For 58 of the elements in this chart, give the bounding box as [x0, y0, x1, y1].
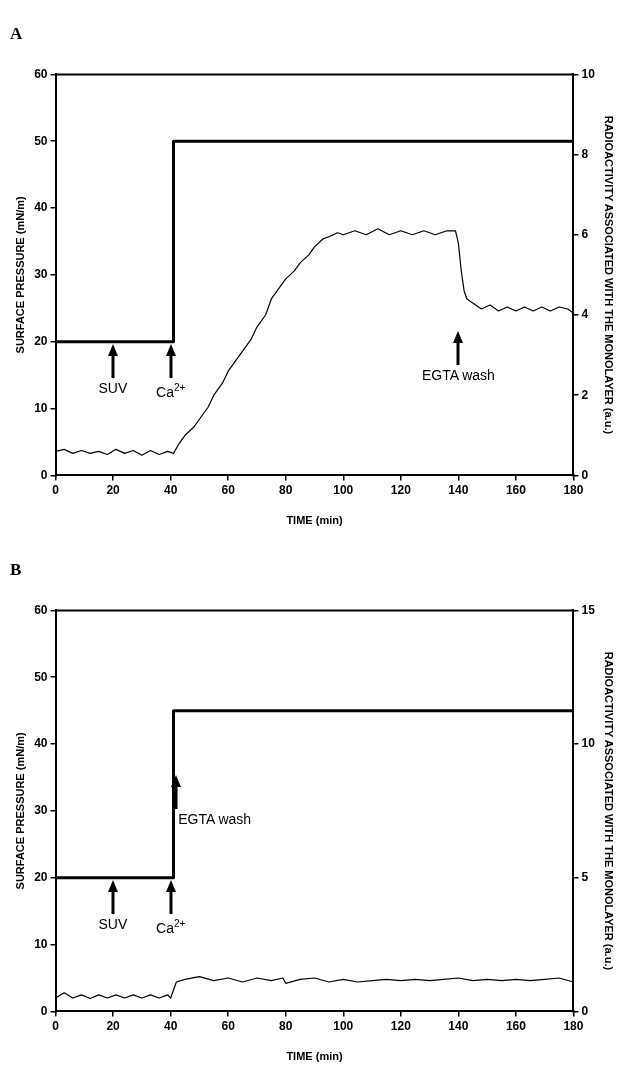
annotation: EGTA wash: [178, 810, 252, 827]
annotation: Ca$^{2+}$: [156, 380, 186, 400]
annotation: SUV: [98, 915, 128, 932]
y2-tick-label: 4: [581, 307, 589, 322]
y-tick-label: 10: [34, 400, 48, 415]
x-tick-label: 180: [563, 482, 584, 497]
y2-axis-title: RADIOACTIVITY ASSOCIATED WITH THE MONOLAYER (a.u.): [603, 115, 616, 435]
x-tick-label: 60: [221, 482, 236, 497]
y-axis-title: SURFACE PRESSURE (mN/m): [13, 732, 26, 890]
y-tick-label: 50: [34, 669, 48, 684]
x-tick-label: 80: [279, 1018, 293, 1033]
y-tick-label: 40: [34, 200, 48, 215]
y-tick-label: 20: [34, 870, 48, 885]
x-tick-label: 140: [448, 482, 469, 497]
x-tick-label: 40: [163, 1018, 178, 1033]
x-tick-label: 0: [52, 1018, 60, 1033]
x-tick-label: 160: [505, 1018, 527, 1033]
x-tick-label: 120: [390, 482, 412, 497]
y-axis-title: SURFACE PRESSURE (mN/m): [13, 196, 26, 354]
x-tick-label: 20: [106, 1018, 121, 1033]
y-tick-label: 20: [34, 334, 48, 349]
x-tick-label: 0: [52, 482, 60, 497]
x-tick-label: 120: [390, 1018, 412, 1033]
y2-tick-label: 0: [581, 467, 589, 482]
y2-axis-title: RADIOACTIVITY ASSOCIATED WITH THE MONOLAYER (a.u.): [603, 651, 616, 971]
annotation: EGTA wash: [421, 367, 495, 384]
x-tick-label: 160: [505, 482, 527, 497]
y-tick-label: 30: [34, 803, 48, 818]
annotation: Ca$^{2+}$: [156, 916, 186, 936]
x-tick-label: 60: [221, 1018, 236, 1033]
x-tick-label: 80: [279, 482, 293, 497]
x-tick-label: 40: [163, 482, 178, 497]
y2-tick-label: 6: [581, 227, 589, 242]
x-axis-title: TIME (min): [286, 514, 343, 527]
y2-tick-label: 10: [581, 66, 596, 81]
x-tick-label: 100: [333, 482, 354, 497]
y-tick-label: 60: [34, 602, 48, 617]
y2-tick-label: 10: [581, 736, 596, 751]
y2-tick-label: 15: [581, 602, 596, 617]
x-tick-label: 20: [106, 482, 121, 497]
y-tick-label: 40: [34, 736, 48, 751]
y2-tick-label: 5: [581, 870, 589, 885]
y2-tick-label: 8: [581, 146, 589, 161]
y-tick-label: 0: [40, 467, 48, 482]
chart-title: A: [10, 23, 23, 43]
x-axis-title: TIME (min): [286, 1050, 343, 1063]
y-tick-label: 10: [34, 936, 48, 951]
x-tick-label: 100: [333, 1018, 354, 1033]
annotation: SUV: [98, 379, 128, 396]
x-tick-label: 140: [448, 1018, 469, 1033]
x-tick-label: 180: [563, 1018, 584, 1033]
y-tick-label: 60: [34, 66, 48, 81]
y2-tick-label: 0: [581, 1003, 589, 1018]
y2-tick-label: 2: [581, 387, 589, 402]
y-tick-label: 0: [40, 1003, 48, 1018]
chart-title: B: [10, 559, 22, 579]
y-tick-label: 30: [34, 267, 48, 282]
y-tick-label: 50: [34, 133, 48, 148]
